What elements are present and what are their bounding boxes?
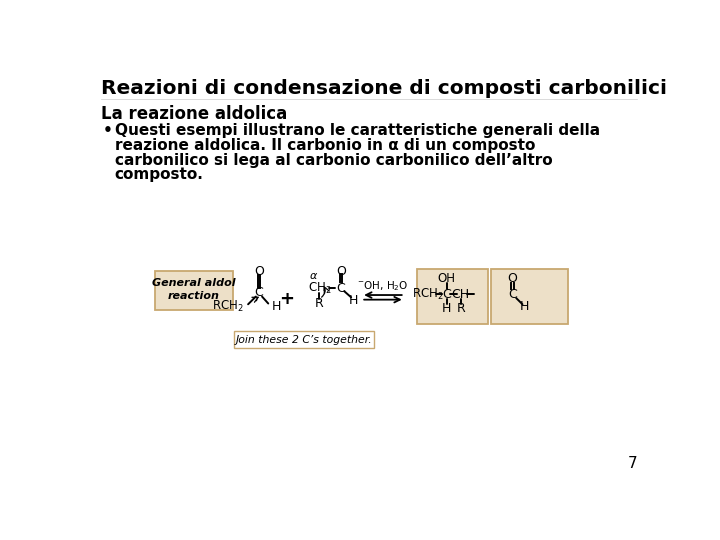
Text: Reazioni di condensazione di composti carbonilici: Reazioni di condensazione di composti ca… bbox=[101, 79, 667, 98]
Text: La reazione aldolica: La reazione aldolica bbox=[101, 105, 287, 123]
Text: RCH$_2$: RCH$_2$ bbox=[412, 287, 444, 302]
FancyBboxPatch shape bbox=[417, 269, 488, 325]
FancyBboxPatch shape bbox=[234, 331, 374, 348]
Text: C: C bbox=[442, 288, 451, 301]
Text: General aldol: General aldol bbox=[152, 278, 235, 288]
Text: reaction: reaction bbox=[168, 291, 220, 301]
Text: Join these 2 C’s together.: Join these 2 C’s together. bbox=[235, 335, 372, 345]
Text: O: O bbox=[508, 272, 517, 285]
Text: α: α bbox=[310, 271, 317, 281]
Text: composto.: composto. bbox=[114, 167, 204, 182]
Text: CH: CH bbox=[451, 288, 469, 301]
Text: •: • bbox=[102, 123, 112, 138]
Text: O: O bbox=[336, 265, 346, 278]
Text: H: H bbox=[520, 300, 529, 313]
Text: CH$_2$: CH$_2$ bbox=[307, 281, 331, 296]
Text: Questi esempi illustrano le caratteristiche generali della: Questi esempi illustrano le caratteristi… bbox=[114, 123, 600, 138]
Text: C: C bbox=[508, 288, 517, 301]
Text: RCH$_2$: RCH$_2$ bbox=[212, 299, 243, 314]
Text: carbonilico si lega al carbonio carbonilico dell’altro: carbonilico si lega al carbonio carbonil… bbox=[114, 153, 552, 167]
Text: H: H bbox=[348, 294, 358, 307]
Text: reazione aldolica. Il carbonio in α di un composto: reazione aldolica. Il carbonio in α di u… bbox=[114, 138, 535, 153]
Text: OH: OH bbox=[438, 272, 456, 285]
Text: H: H bbox=[271, 300, 281, 313]
Text: 7: 7 bbox=[628, 456, 637, 471]
Text: O: O bbox=[254, 266, 264, 279]
FancyBboxPatch shape bbox=[155, 271, 233, 309]
Text: C: C bbox=[255, 286, 264, 299]
FancyBboxPatch shape bbox=[490, 269, 568, 325]
Text: +: + bbox=[279, 290, 294, 308]
Text: $^{-}$OH, H$_2$O: $^{-}$OH, H$_2$O bbox=[357, 280, 409, 293]
Text: R: R bbox=[457, 302, 466, 315]
Text: R: R bbox=[315, 297, 324, 310]
Text: H: H bbox=[442, 302, 451, 315]
Text: C: C bbox=[337, 281, 346, 295]
